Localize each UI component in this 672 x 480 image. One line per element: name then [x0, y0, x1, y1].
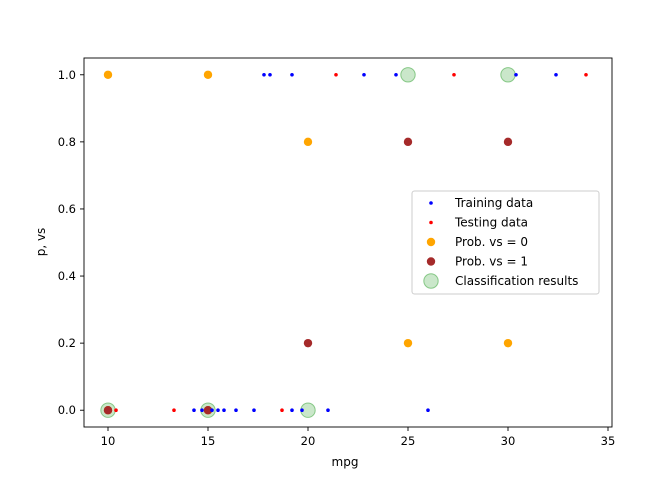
legend-marker: [429, 220, 433, 225]
series-prob-vs-1: [103, 137, 513, 415]
training-data-point: [394, 72, 398, 77]
prob-vs-1-point: [103, 406, 113, 415]
legend-marker: [429, 201, 433, 205]
y-tick-label: 0.2: [58, 336, 76, 350]
testing-data-point: [334, 72, 338, 77]
training-data-point: [362, 72, 366, 77]
legend-label: Testing data: [454, 216, 528, 230]
x-tick-label: 10: [101, 434, 116, 448]
training-data-point: [262, 72, 266, 77]
training-data-point: [216, 408, 220, 413]
training-data-point: [290, 72, 294, 77]
training-data-point: [554, 72, 558, 77]
y-axis-ticks: 0.0 0.2 0.4 0.6 0.8 1.0: [58, 68, 84, 417]
testing-data-point: [584, 72, 588, 77]
legend-marker: [426, 237, 436, 247]
x-tick-label: 25: [401, 434, 416, 448]
legend-box: [411, 190, 600, 295]
prob-vs-0-point: [103, 70, 113, 79]
prob-vs-0-point: [303, 137, 313, 147]
classification-results-point: [500, 67, 516, 83]
y-tick-label: 0.4: [58, 269, 76, 283]
training-data-point: [200, 408, 204, 413]
x-tick-label: 30: [501, 434, 516, 448]
legend-label: Training data: [454, 196, 533, 210]
classification-results-point: [400, 67, 416, 83]
training-data-point: [300, 408, 304, 413]
legend-label: Prob. vs = 1: [455, 255, 528, 269]
y-tick-label: 0.8: [58, 135, 76, 149]
y-axis-label: p, vs: [34, 228, 48, 257]
plot-frame: [83, 57, 613, 428]
x-tick-label: 20: [301, 434, 316, 448]
training-data-point: [210, 408, 214, 413]
training-data-point: [234, 408, 238, 413]
legend-item-prob-vs-1: Prob. vs = 1: [426, 255, 528, 269]
testing-data-point: [172, 408, 176, 413]
legend-marker: [423, 273, 439, 289]
legend: Training data Testing data Prob. vs = 0 Pro…: [411, 190, 600, 295]
training-data-point: [252, 408, 256, 413]
legend-item-testing-data: Testing data: [429, 216, 528, 230]
y-tick-label: 1.0: [58, 68, 76, 82]
prob-vs-0-point: [203, 70, 213, 79]
x-tick-label: 35: [601, 434, 616, 448]
legend-item-training-data: Training data: [429, 196, 533, 210]
prob-vs-1-point: [303, 338, 313, 348]
training-data-point: [326, 408, 330, 413]
training-data-point: [426, 408, 430, 413]
legend-item-prob-vs-0: Prob. vs = 0: [426, 235, 528, 249]
x-tick-label: 15: [201, 434, 216, 448]
testing-data-point: [280, 408, 284, 413]
legend-label: Classification results: [455, 274, 578, 288]
testing-data-point: [452, 72, 456, 77]
series-training-data: [192, 72, 558, 413]
training-data-point: [268, 72, 272, 77]
y-tick-label: 0.0: [58, 403, 76, 417]
legend-item-classification-results: Classification results: [423, 273, 578, 289]
prob-vs-1-point: [503, 137, 513, 147]
y-tick-label: 0.6: [58, 202, 76, 216]
chart-marks: [100, 67, 588, 418]
testing-data-point: [114, 408, 118, 413]
legend-marker: [426, 257, 436, 266]
x-axis-label: mpg: [332, 455, 359, 469]
training-data-point: [290, 408, 294, 413]
prob-vs-1-point: [203, 406, 213, 415]
prob-vs-0-point: [503, 338, 513, 348]
series-testing-data: [114, 72, 588, 413]
training-data-point: [222, 408, 226, 413]
training-data-point: [192, 408, 196, 413]
prob-vs-0-point: [403, 338, 413, 348]
prob-vs-1-point: [403, 137, 413, 147]
legend-label: Prob. vs = 0: [455, 235, 528, 249]
x-axis-ticks: 10 15 20 25 30 35: [101, 427, 616, 448]
training-data-point: [514, 72, 518, 77]
